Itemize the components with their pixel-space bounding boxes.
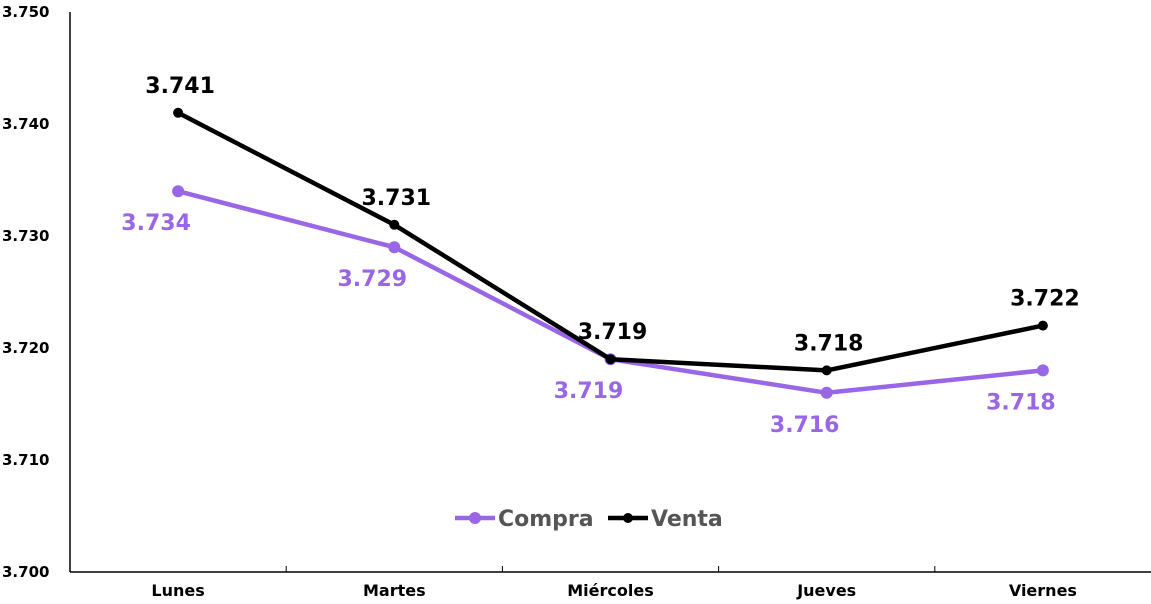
point-venta	[605, 354, 616, 365]
point-compra	[172, 185, 185, 198]
y-tick-label: 3.740	[2, 115, 49, 133]
x-tick-label: Martes	[363, 581, 426, 600]
data-label-compra: 3.716	[770, 413, 840, 438]
data-label-compra: 3.719	[554, 379, 624, 404]
y-tick-label: 3.750	[2, 3, 49, 21]
data-label-venta: 3.722	[1010, 287, 1080, 312]
point-compra	[388, 241, 401, 254]
y-axis-ticks: 3.700 3.710 3.720 3.730 3.740 3.750	[2, 3, 49, 581]
point-venta	[389, 219, 400, 230]
data-label-venta: 3.719	[578, 320, 648, 345]
point-venta	[173, 107, 184, 118]
data-label-venta: 3.741	[145, 74, 215, 99]
data-label-venta: 3.731	[362, 186, 432, 211]
axes	[69, 12, 1151, 573]
legend-marker-compra	[469, 512, 481, 524]
x-tick-label: Miércoles	[567, 581, 653, 600]
legend: Compra Venta	[455, 507, 723, 532]
series-layer	[172, 107, 1049, 399]
x-tick-label: Jueves	[796, 581, 856, 600]
legend-label-venta: Venta	[651, 507, 723, 532]
y-tick-label: 3.720	[2, 339, 49, 357]
legend-label-compra: Compra	[498, 507, 594, 532]
y-tick-label: 3.710	[2, 451, 49, 469]
data-label-venta: 3.718	[794, 331, 864, 356]
point-compra	[820, 386, 833, 399]
data-label-compra: 3.729	[338, 267, 408, 292]
x-tick-label: Lunes	[151, 581, 204, 600]
point-venta	[821, 365, 832, 376]
y-tick-label: 3.700	[2, 563, 49, 581]
data-labels: 3.734 3.729 3.719 3.716 3.718 3.741 3.731 3.719…	[121, 74, 1079, 438]
point-compra	[1036, 364, 1049, 377]
legend-marker-venta	[623, 513, 633, 523]
x-axis-ticks: Lunes Martes Miércoles Jueves Viernes	[151, 566, 1077, 600]
point-venta	[1037, 320, 1048, 331]
data-label-compra: 3.734	[121, 211, 191, 236]
x-tick-label: Viernes	[1009, 581, 1077, 600]
y-tick-label: 3.730	[2, 227, 49, 245]
data-label-compra: 3.718	[986, 390, 1056, 415]
